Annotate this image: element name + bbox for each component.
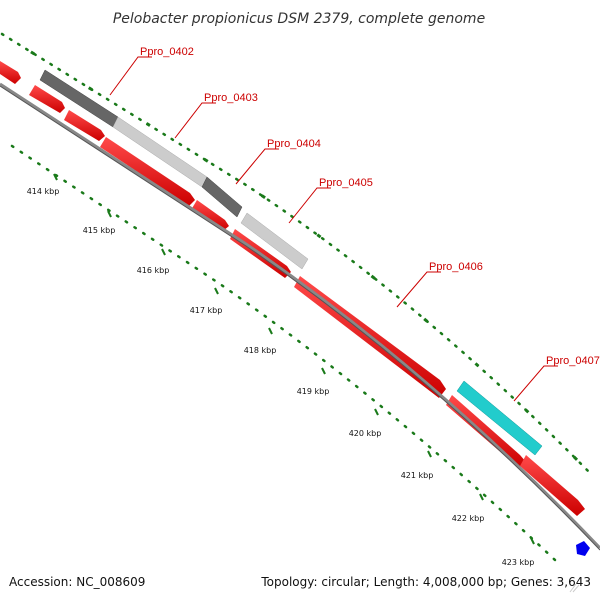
hit-block-highlight <box>456 380 543 456</box>
kbp-label: 414 kbp <box>27 187 60 196</box>
gene-label-ppro-0402[interactable]: Ppro_0402 <box>140 46 194 58</box>
gene-leader-line <box>396 271 441 308</box>
kbp-tick <box>53 173 58 181</box>
gene-label-ppro-0404[interactable]: Ppro_0404 <box>267 138 321 150</box>
cds-arrow <box>520 455 585 516</box>
kbp-labels: 414 kbp 415 kbp 416 kbp 417 kbp 418 kbp … <box>27 187 535 567</box>
kbp-tick <box>268 327 273 335</box>
kbp-label: 418 kbp <box>244 346 277 355</box>
cds-arrow <box>191 200 229 231</box>
faint-marker-icon <box>569 583 580 593</box>
kbp-label: 415 kbp <box>83 226 116 235</box>
kbp-tick <box>427 450 432 458</box>
kbp-tick <box>374 408 379 416</box>
gene-label-ppro-0406[interactable]: Ppro_0406 <box>429 261 483 273</box>
kbp-label: 420 kbp <box>349 429 382 438</box>
gene-leader-line <box>174 102 216 139</box>
kbp-label: 422 kbp <box>452 514 485 523</box>
gene-label-group: Ppro_0402 Ppro_0403 Ppro_0404 Ppro_0405 … <box>109 46 600 402</box>
gene-leader-line <box>513 365 558 402</box>
kbp-label: 421 kbp <box>401 471 434 480</box>
gene-label-ppro-0407[interactable]: Ppro_0407 <box>546 355 600 367</box>
kbp-tick <box>530 537 535 545</box>
kbp-tick <box>161 248 166 256</box>
hit-block <box>201 176 243 218</box>
gene-leader-line <box>109 56 152 96</box>
inner-tick-ring <box>10 144 557 562</box>
kbp-tick <box>214 287 219 295</box>
gene-label-ppro-0405[interactable]: Ppro_0405 <box>319 177 373 189</box>
kbp-tick <box>479 493 484 501</box>
outer-tick-ring <box>0 32 592 475</box>
kbp-tick <box>107 210 112 218</box>
cds-arrow <box>100 137 195 206</box>
kbp-tick <box>321 367 326 375</box>
genome-backbone-shadow <box>0 85 600 551</box>
inner-dot-track <box>10 144 557 562</box>
kbp-label: 419 kbp <box>297 387 330 396</box>
hit-block <box>240 212 309 270</box>
accession-text: Accession: NC_008609 <box>9 575 145 589</box>
cds-arrow <box>446 395 526 468</box>
cds-arrow <box>29 85 65 113</box>
outer-dot-track <box>0 32 592 475</box>
genome-backbone <box>0 82 600 550</box>
kbp-label: 423 kbp <box>502 558 535 567</box>
gene-label-ppro-0403[interactable]: Ppro_0403 <box>204 92 258 104</box>
genome-summary-text: Topology: circular; Length: 4,008,000 bp… <box>260 575 591 589</box>
cds-arrow <box>0 61 21 84</box>
gene-leader-line <box>288 187 331 224</box>
kbp-major-ticks <box>53 173 535 545</box>
cds-arrow <box>64 110 105 141</box>
kbp-label: 417 kbp <box>190 306 223 315</box>
map-title: Pelobacter propionicus DSM 2379, complet… <box>113 11 485 27</box>
gene-leader-line <box>235 148 279 185</box>
kbp-label: 416 kbp <box>137 266 170 275</box>
feature-marker-icon <box>576 541 590 556</box>
hit-track <box>39 69 543 456</box>
